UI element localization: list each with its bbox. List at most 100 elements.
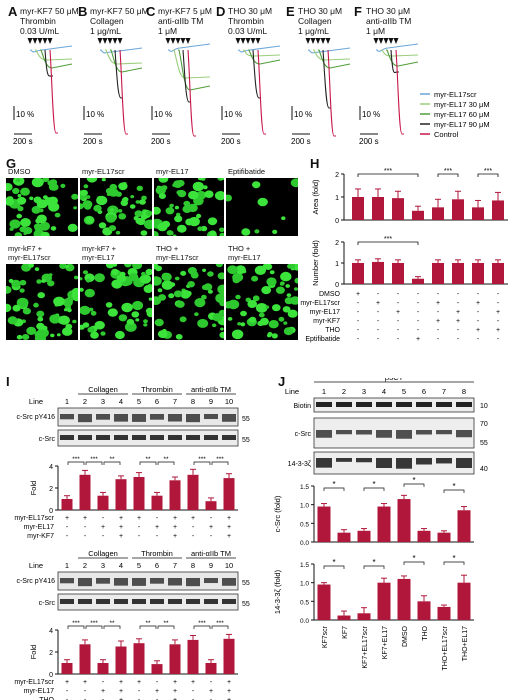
platelet-spot [252, 181, 261, 189]
platelet-spot [117, 209, 123, 213]
scale-label-y: 10 % [86, 110, 104, 119]
panel-label-a: A [8, 4, 18, 19]
platelet-spot [226, 194, 232, 202]
h-row-mark: - [477, 291, 480, 298]
h-row-mark: + [496, 327, 500, 334]
i-row-mark: + [209, 524, 213, 531]
j-blot-label: 14-3-3ζ [288, 461, 311, 468]
platelet-spot [192, 181, 204, 192]
scale-label-x: 200 s [359, 137, 379, 146]
i-top-tick-label: 0 [49, 508, 53, 515]
i-row-mark: - [84, 524, 87, 531]
platelet-spot [107, 308, 118, 317]
microscopy-image [226, 178, 298, 236]
area-bar [452, 199, 464, 220]
platelet-spot [131, 311, 140, 318]
sig-bracket [85, 461, 103, 465]
microscopy-label: THO + myr-EL17scr [156, 244, 199, 262]
agg-trace-line [252, 49, 261, 99]
platelet-spot [183, 200, 191, 207]
i-row-label: myr-EL17scr [14, 515, 54, 522]
platelet-spot [255, 303, 268, 313]
j-band [436, 402, 452, 407]
platelet-spot [12, 187, 20, 195]
platelet-spot [60, 183, 66, 188]
legend-label: Control [434, 130, 459, 139]
j-x-label: KF7scr [322, 625, 329, 648]
i-top-bar [133, 477, 145, 510]
j-csrc-bar [457, 510, 471, 542]
number-tick-label: 0 [335, 282, 339, 289]
platelet-spot [145, 268, 152, 276]
i-band [132, 414, 146, 422]
platelet-spot [22, 307, 31, 315]
i-row-mark: + [227, 697, 231, 700]
platelet-spot [204, 190, 214, 198]
h-row-mark: - [437, 336, 440, 343]
platelet-spot [49, 314, 61, 324]
platelet-spot [41, 279, 46, 283]
platelet-spot [268, 320, 279, 329]
j-ywhaz-bar [337, 615, 351, 620]
platelet-spot [86, 278, 91, 283]
i-bottom-bar [205, 663, 217, 674]
number-bar [372, 261, 384, 284]
platelet-spot [80, 189, 88, 197]
platelet-spot [202, 185, 208, 190]
h-row-label: myr-EL17scr [300, 300, 340, 307]
i-row-mark: - [138, 533, 141, 540]
j-csrc-tick-label: 0.0 [300, 540, 309, 547]
agg-title-f: THO 30 μM anti-αIIb TM 1 μM [366, 6, 412, 36]
sig-mark: *** [384, 236, 392, 243]
platelet-spot [172, 234, 177, 236]
platelet-spot [146, 210, 152, 216]
i-group-label: Collagen [88, 385, 118, 394]
agg-arrow [117, 38, 123, 44]
area-bar [472, 207, 484, 220]
platelet-spot [287, 309, 298, 318]
platelet-spot [165, 207, 175, 215]
platelet-spot [214, 191, 224, 201]
agg-arrow [102, 38, 108, 44]
agg-trace-line [257, 49, 266, 135]
platelet-spot [254, 265, 266, 275]
sig-bracket [357, 173, 419, 177]
i-row-mark: + [119, 515, 123, 522]
h-row-mark: - [377, 327, 380, 334]
i-row-mark: + [173, 679, 177, 686]
sig-mark: *** [216, 620, 224, 627]
i-top-bar [187, 474, 199, 510]
h-row-mark: - [457, 336, 460, 343]
microscopy-image [6, 178, 78, 236]
platelet-spot [269, 270, 275, 275]
scale-label-y: 10 % [154, 110, 172, 119]
h-row-mark: - [377, 318, 380, 325]
platelet-spot [241, 228, 251, 236]
sig-mark: *** [90, 620, 98, 627]
agg-trace-line [238, 45, 281, 53]
platelet-spot [139, 274, 152, 284]
platelet-spot [247, 300, 257, 308]
j-band [336, 458, 352, 462]
sig-bracket [323, 487, 345, 491]
platelet-spot [201, 294, 207, 300]
platelet-spot [257, 197, 268, 207]
legend-label: myr-EL17 90 μM [434, 120, 490, 129]
i-row-mark: + [119, 697, 123, 700]
j-csrc-bar [417, 530, 431, 542]
i-row-mark: - [102, 697, 105, 700]
i-row-mark: + [227, 524, 231, 531]
platelet-spot [264, 264, 273, 270]
platelet-spot [261, 286, 272, 295]
platelet-spot [139, 199, 146, 205]
i-band [60, 435, 74, 440]
platelet-spot [141, 195, 147, 201]
h-row-mark: + [436, 300, 440, 307]
sig-bracket [67, 625, 85, 629]
microscopy-label: myr-EL17scr [82, 167, 125, 176]
platelet-spot [215, 293, 224, 304]
h-row-mark: + [456, 318, 460, 325]
j-lane-number: 7 [442, 387, 446, 396]
platelet-spot [21, 334, 30, 340]
platelet-spot [20, 187, 30, 196]
